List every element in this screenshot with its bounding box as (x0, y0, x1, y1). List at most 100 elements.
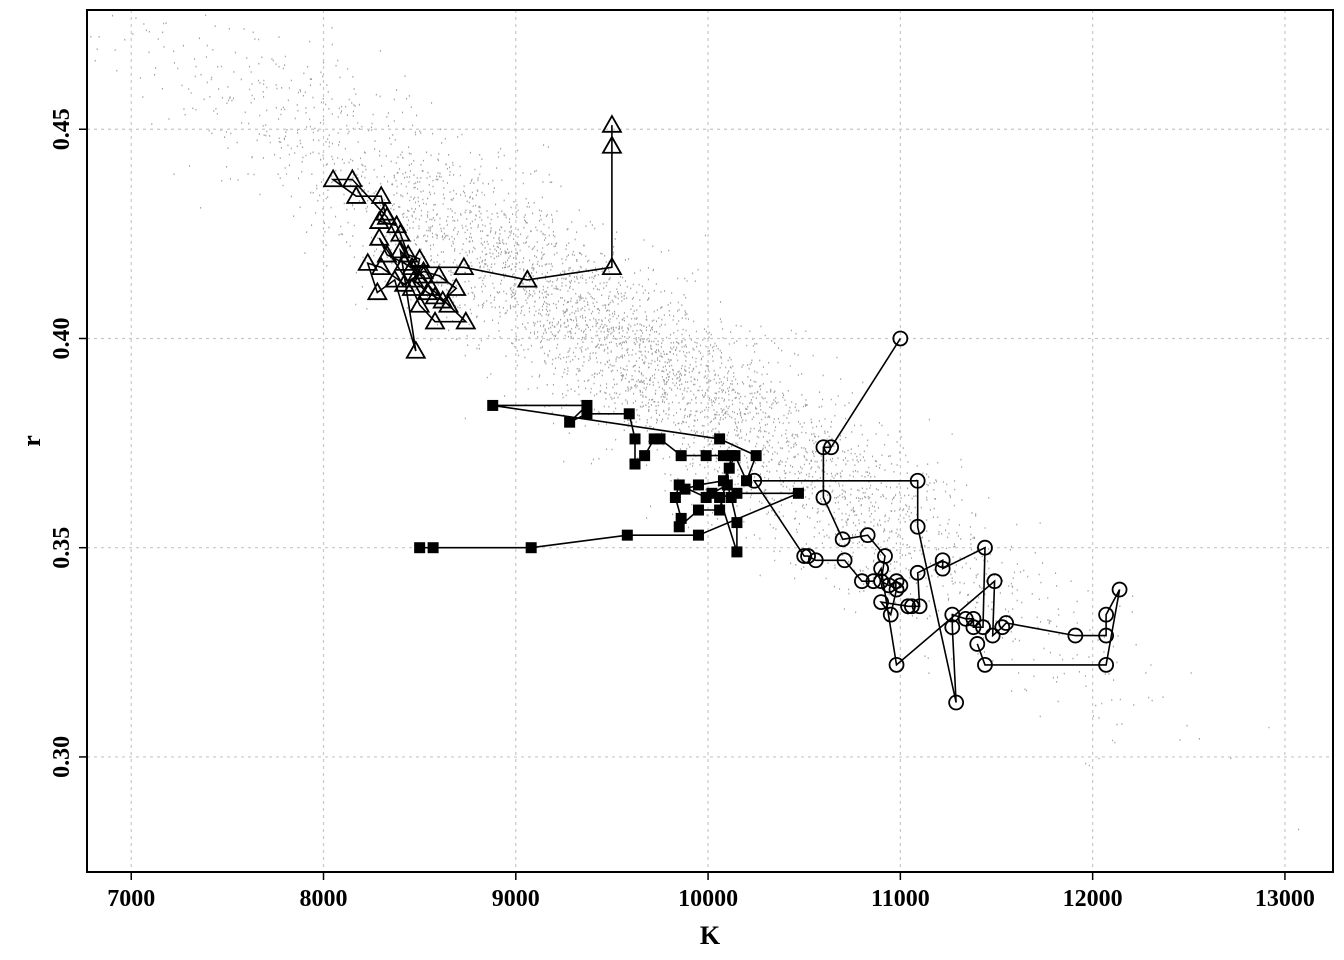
data-point (882, 606, 899, 623)
data-point (750, 450, 762, 462)
data-point (854, 573, 870, 590)
data-point (909, 564, 926, 581)
data-point (700, 450, 712, 462)
data-point (873, 560, 890, 577)
x-tick-label: 8000 (300, 886, 348, 912)
data-point (601, 114, 623, 133)
data-point (453, 256, 475, 275)
data-point (487, 399, 499, 411)
data-point (345, 185, 367, 204)
data-point (836, 552, 853, 569)
data-point (859, 527, 876, 544)
data-point (1067, 627, 1084, 644)
data-point (911, 598, 928, 615)
data-point (376, 243, 398, 263)
data-point (800, 548, 816, 564)
data-point (888, 581, 905, 598)
data-point (654, 433, 666, 445)
data-point (969, 636, 986, 652)
y-tick-label: 0.40 (49, 317, 75, 359)
data-point (823, 439, 840, 456)
data-point (389, 239, 411, 259)
data-point (692, 479, 704, 491)
data-point (629, 433, 641, 445)
data-point (944, 606, 961, 623)
data-point (792, 487, 804, 499)
data-point (731, 546, 743, 558)
data-point (723, 462, 735, 474)
y-axis-label: r (17, 435, 46, 447)
data-point (714, 504, 726, 516)
series-line (330, 125, 613, 352)
data-point (692, 504, 704, 516)
data-point (581, 399, 593, 411)
data-point (873, 573, 890, 590)
data-point (412, 264, 435, 284)
data-point (692, 529, 704, 541)
plot-frame (86, 9, 1334, 873)
data-point (673, 521, 685, 533)
y-tick-label: 0.45 (49, 108, 75, 150)
data-point (675, 512, 687, 524)
data-point (370, 256, 392, 275)
data-point (714, 491, 726, 503)
data-point (516, 269, 538, 288)
data-point (965, 610, 982, 627)
series-square-filled (414, 399, 804, 558)
data-point (865, 573, 882, 590)
data-point (714, 433, 726, 445)
series-circle-open (746, 330, 1128, 711)
data-point (581, 408, 593, 420)
data-point (629, 458, 641, 470)
data-point (409, 294, 431, 313)
x-tick-label: 13000 (1255, 886, 1315, 912)
data-point (909, 518, 926, 535)
data-point (934, 560, 951, 577)
data-point (998, 615, 1015, 631)
data-point (888, 573, 905, 590)
data-point (873, 594, 890, 611)
data-point (623, 408, 635, 420)
data-point (416, 281, 438, 301)
x-tick-label: 10000 (678, 886, 738, 912)
cloud-points (90, 14, 1300, 831)
data-point (815, 489, 832, 506)
grid-lines (87, 10, 1333, 872)
data-point (717, 475, 729, 487)
data-point (746, 472, 763, 489)
data-point (700, 491, 712, 503)
x-tick-label: 9000 (492, 886, 540, 912)
data-point (366, 281, 388, 301)
data-point (424, 285, 446, 305)
data-point (669, 491, 681, 503)
data-point (648, 433, 660, 445)
data-point (428, 264, 450, 284)
data-point (414, 542, 426, 554)
data-point (374, 202, 396, 221)
data-point (679, 483, 691, 495)
data-point (405, 340, 427, 359)
data-point (564, 416, 576, 428)
data-point (639, 450, 651, 462)
data-point (1111, 581, 1128, 598)
data-point (393, 252, 415, 271)
data-point (357, 252, 379, 271)
y-axis-ticks: 0.30 0.35 0.40 0.45 (49, 108, 87, 778)
data-point (673, 479, 685, 491)
y-tick-label: 0.35 (49, 527, 75, 569)
data-point (445, 277, 467, 296)
data-point (1098, 627, 1115, 644)
data-point (834, 531, 851, 548)
data-point (977, 539, 993, 556)
data-point (409, 248, 431, 267)
data-point (975, 619, 991, 636)
x-tick-label: 11000 (871, 886, 930, 912)
data-point (412, 260, 435, 280)
data-point (427, 542, 439, 554)
data-point (717, 450, 729, 462)
data-point (384, 269, 406, 288)
data-point (1098, 656, 1115, 673)
x-tick-label: 7000 (107, 886, 155, 912)
data-point (601, 135, 623, 154)
